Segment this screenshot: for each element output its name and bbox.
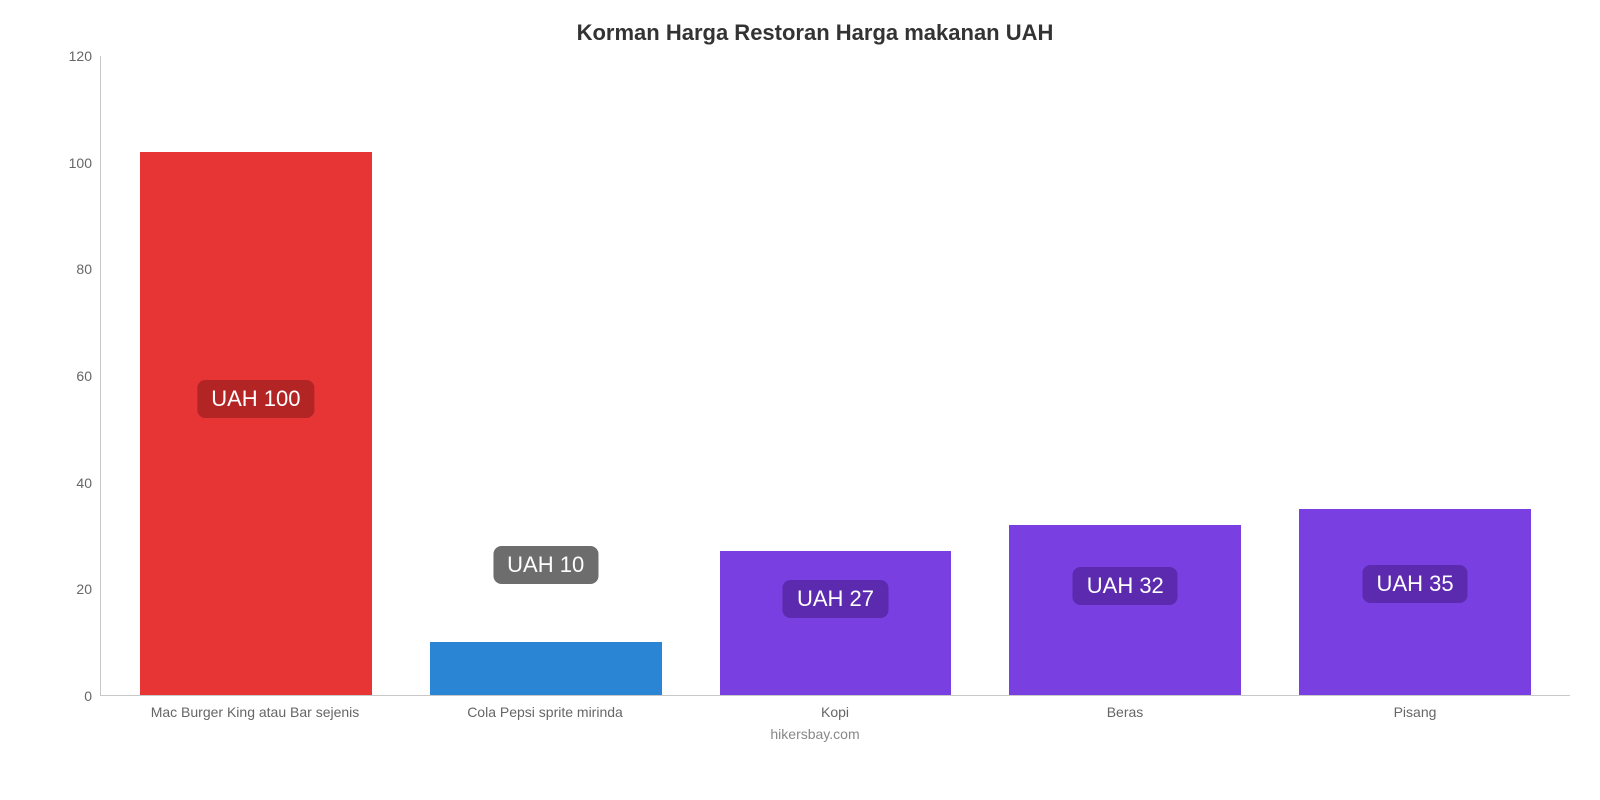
price-bar-chart: Korman Harga Restoran Harga makanan UAH … — [0, 0, 1600, 800]
y-axis: 020406080100120 — [60, 56, 100, 696]
x-tick-label: Kopi — [690, 704, 980, 720]
bar-slot: UAH 10 — [401, 56, 691, 695]
plot-region: UAH 100 UAH 10 UAH 27 UAH 32 UAH 35 — [100, 56, 1570, 696]
value-badge: UAH 32 — [1073, 567, 1178, 605]
x-tick-label: Beras — [980, 704, 1270, 720]
value-badge: UAH 10 — [493, 546, 598, 584]
y-tick-label: 20 — [76, 581, 92, 597]
chart-credit: hikersbay.com — [60, 726, 1570, 742]
y-tick-label: 60 — [76, 368, 92, 384]
bars-container: UAH 100 UAH 10 UAH 27 UAH 32 UAH 35 — [101, 56, 1570, 695]
y-tick-label: 100 — [69, 155, 92, 171]
bar: UAH 35 — [1299, 509, 1531, 695]
x-tick-label: Cola Pepsi sprite mirinda — [400, 704, 690, 720]
bar-slot: UAH 35 — [1270, 56, 1560, 695]
bar: UAH 27 — [720, 551, 952, 695]
bar-slot: UAH 27 — [691, 56, 981, 695]
bar-slot: UAH 32 — [980, 56, 1270, 695]
bar-slot: UAH 100 — [111, 56, 401, 695]
bar: UAH 100 — [140, 152, 372, 695]
chart-title: Korman Harga Restoran Harga makanan UAH — [60, 20, 1570, 46]
value-badge: UAH 27 — [783, 580, 888, 618]
bar: UAH 10 — [430, 642, 662, 695]
x-tick-label: Mac Burger King atau Bar sejenis — [110, 704, 400, 720]
y-tick-label: 40 — [76, 475, 92, 491]
y-tick-label: 120 — [69, 48, 92, 64]
value-badge: UAH 35 — [1363, 565, 1468, 603]
plot-area: 020406080100120 UAH 100UAH 10UAH 27UAH 3… — [60, 56, 1570, 696]
value-badge: UAH 100 — [197, 380, 314, 418]
y-tick-label: 80 — [76, 261, 92, 277]
x-tick-label: Pisang — [1270, 704, 1560, 720]
x-axis: Mac Burger King atau Bar sejenisCola Pep… — [100, 696, 1570, 720]
y-tick-label: 0 — [84, 688, 92, 704]
bar: UAH 32 — [1009, 525, 1241, 695]
